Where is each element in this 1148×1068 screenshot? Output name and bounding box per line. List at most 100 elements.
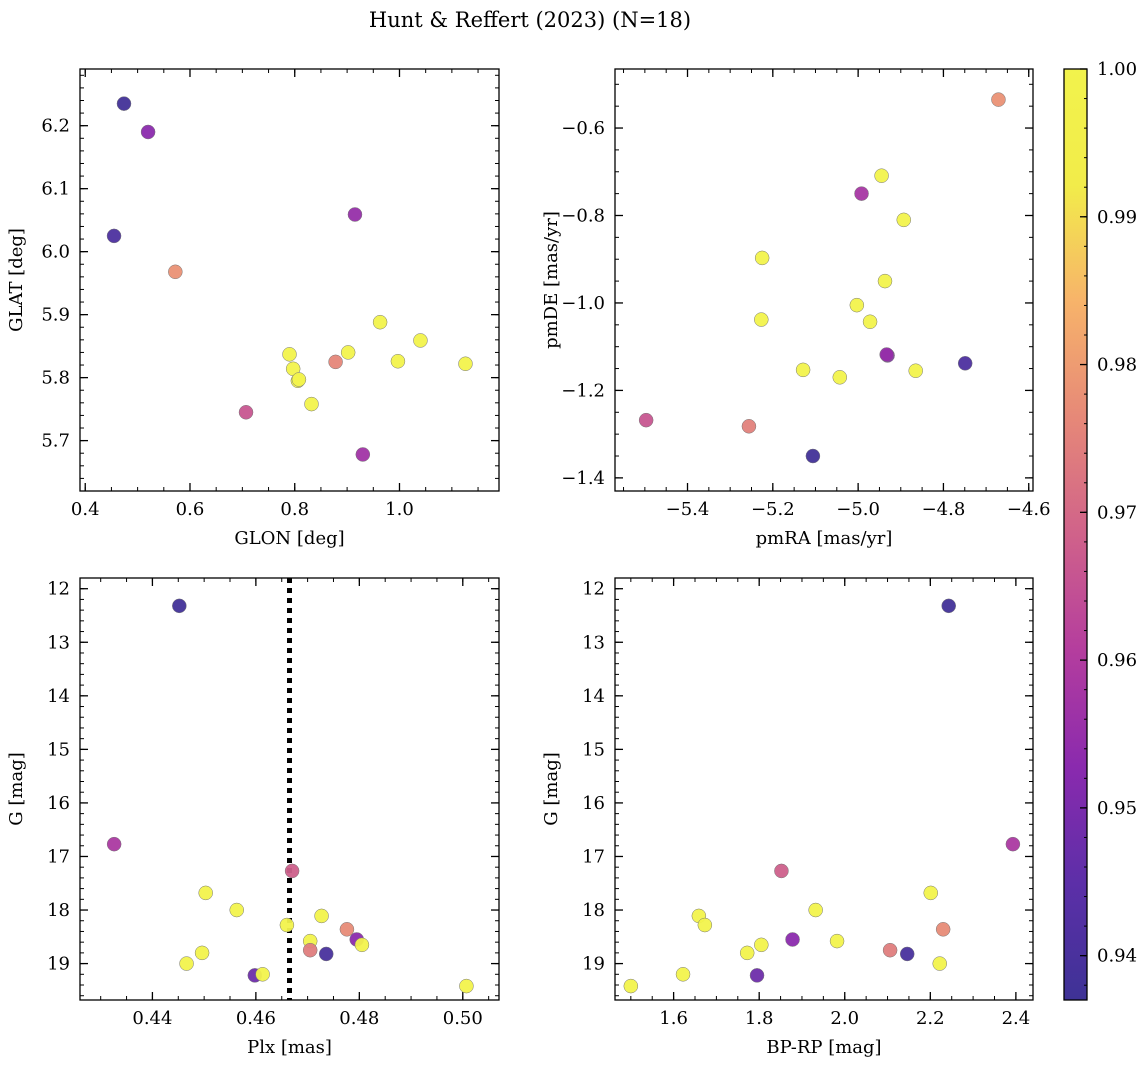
y-tick-label: 18 (47, 900, 70, 921)
y-tick-label: −0.6 (561, 118, 605, 139)
y-axis-label: GLAT [deg] (6, 228, 27, 332)
data-point (255, 967, 270, 982)
major-ticks (615, 69, 1033, 491)
data-point (318, 946, 334, 962)
y-tick-label: −1.4 (561, 468, 605, 489)
minor-ticks (615, 577, 1033, 1000)
data-point (849, 297, 865, 313)
data-point (229, 902, 244, 918)
x-tick-label: 0.46 (236, 1008, 276, 1029)
data-point (874, 168, 889, 183)
data-point (623, 978, 639, 994)
data-point (935, 922, 951, 937)
scatter-panel-2: −5.4 −5.2 −5.0 −4.8 −4.6 −1.4 −1.2 −1.0 −0.8 −0.6… (541, 68, 1051, 549)
plot-frame (614, 68, 1034, 492)
data-point (390, 354, 406, 369)
y-tick-label: 6.2 (41, 116, 70, 137)
colorbar-tick-label: 0.99 (1097, 207, 1137, 228)
plot-frame (79, 577, 500, 1001)
y-tick-label: 14 (582, 686, 605, 707)
colorbar: 0.94 0.95 0.96 0.97 0.98 0.99 1.00 (1063, 59, 1137, 1001)
y-tick-label: 5.8 (41, 368, 70, 389)
y-tick-label: 6.1 (41, 179, 70, 200)
data-point (106, 836, 122, 852)
data-point (172, 598, 187, 614)
data-point (291, 372, 307, 387)
x-tick-label: 2.2 (916, 1008, 945, 1029)
data-point (638, 412, 654, 428)
y-tick-label: 12 (582, 579, 605, 600)
data-point (754, 937, 769, 953)
x-tick-label: −5.4 (666, 499, 710, 520)
data-point (908, 363, 923, 378)
data-point (355, 447, 371, 462)
y-tick-label: 15 (582, 739, 605, 760)
data-point (458, 356, 473, 372)
y-tick-label: 5.7 (41, 431, 70, 452)
major-ticks (80, 578, 499, 1000)
major-ticks (80, 69, 499, 491)
data-point (805, 448, 821, 464)
y-axis-label: pmDE [mas/yr] (541, 211, 562, 349)
data-point (882, 942, 898, 958)
x-tick-label: 0.48 (339, 1008, 379, 1029)
y-tick-label: 6.0 (41, 242, 70, 263)
data-point (168, 264, 183, 280)
y-tick-label: 12 (47, 579, 70, 600)
data-point (808, 902, 823, 918)
colorbar-tick-label: 0.96 (1097, 650, 1137, 671)
y-tick-label: 17 (47, 846, 70, 867)
data-point (347, 207, 363, 222)
data-point (697, 917, 713, 933)
y-tick-label: −0.8 (561, 205, 605, 226)
data-points (106, 96, 473, 462)
y-tick-label: 17 (582, 846, 605, 867)
plot-frame (614, 577, 1034, 1001)
y-tick-label: −1.2 (561, 380, 605, 401)
x-tick-label: −4.8 (922, 499, 966, 520)
data-point (339, 922, 355, 937)
data-point (140, 124, 156, 140)
x-tick-label: 0.8 (280, 499, 309, 520)
data-point (675, 967, 691, 982)
y-tick-label: 15 (47, 739, 70, 760)
data-point (774, 863, 789, 879)
x-tick-label: 1.8 (745, 1008, 774, 1029)
y-tick-label: 14 (47, 686, 70, 707)
x-axis-label: pmRA [mas/yr] (756, 528, 893, 549)
data-point (754, 312, 769, 327)
colorbar-tick-label: 1.00 (1097, 59, 1137, 80)
data-point (328, 354, 343, 370)
data-point (832, 370, 848, 385)
data-point (372, 314, 388, 330)
colorbar-tick-label: 0.97 (1097, 502, 1137, 523)
data-point (879, 347, 894, 362)
data-point (941, 598, 956, 614)
y-tick-label: 18 (582, 900, 605, 921)
y-tick-label: 19 (582, 954, 605, 975)
x-tick-label: −5.2 (751, 499, 795, 520)
data-point (991, 92, 1006, 107)
data-point (899, 946, 915, 962)
data-point (923, 885, 938, 901)
data-point (741, 419, 757, 434)
data-points (623, 598, 1021, 994)
data-point (739, 945, 755, 961)
data-point (1005, 836, 1021, 852)
x-tick-label: 0.50 (443, 1008, 483, 1029)
data-point (413, 333, 428, 348)
scatter-panel-4: 1.6 1.8 2.0 2.2 2.4 12 13 14 15 16 17 18 19 BP-RP [ma… (541, 577, 1034, 1058)
data-point (238, 405, 254, 420)
y-tick-label: 16 (47, 793, 70, 814)
minor-ticks (615, 69, 1033, 491)
x-tick-label: 2.4 (1002, 1008, 1031, 1029)
data-point (854, 186, 869, 201)
colorbar-tick-label: 0.95 (1097, 798, 1137, 819)
data-point (314, 908, 329, 924)
scatter-panel-3: 0.44 0.46 0.48 0.50 12 13 14 15 16 17 18 19 Plx [mas… (6, 577, 500, 1058)
data-point (284, 863, 300, 879)
data-point (785, 932, 800, 947)
x-tick-label: 1.0 (385, 499, 414, 520)
data-point (877, 273, 893, 289)
